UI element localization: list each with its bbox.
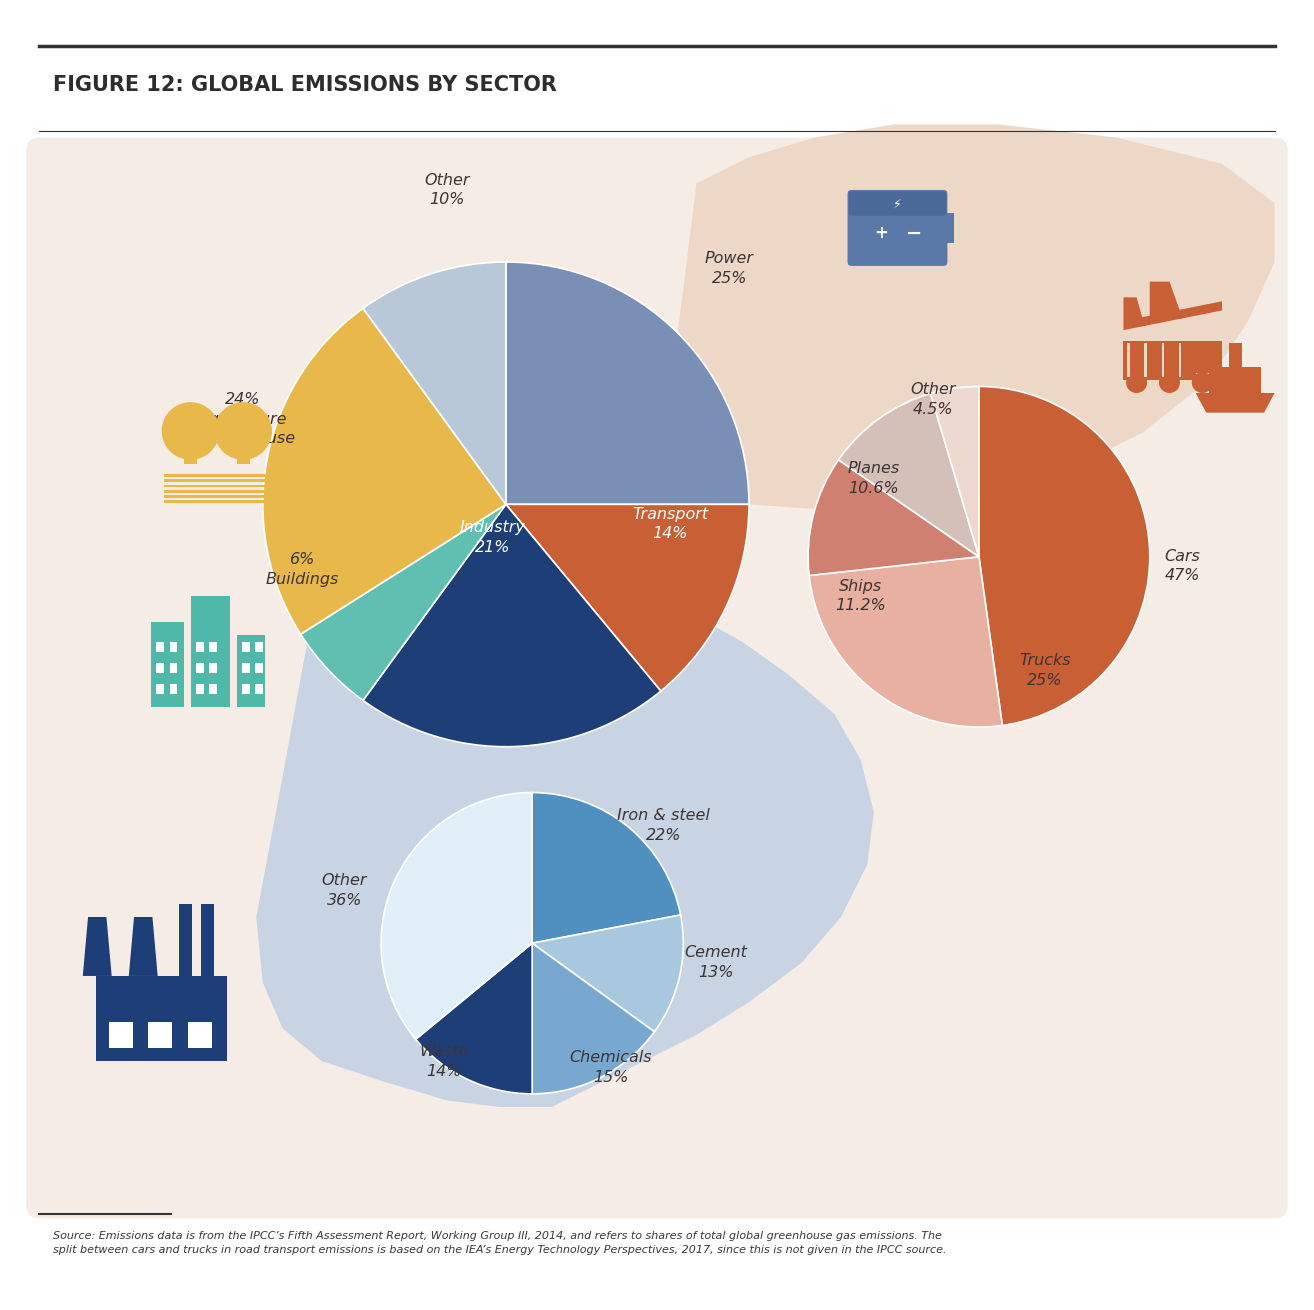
Bar bbox=[1144, 343, 1147, 377]
Bar bbox=[188, 1022, 212, 1048]
Bar bbox=[242, 663, 250, 673]
Wedge shape bbox=[809, 557, 1003, 727]
Bar bbox=[209, 642, 217, 652]
Polygon shape bbox=[129, 917, 158, 976]
Text: Power
25%: Power 25% bbox=[704, 252, 754, 286]
Bar bbox=[1123, 341, 1196, 380]
Wedge shape bbox=[532, 943, 654, 1094]
Bar bbox=[237, 431, 250, 464]
Bar bbox=[164, 474, 269, 477]
Text: 24%
Agriculture
and land use: 24% Agriculture and land use bbox=[192, 392, 294, 447]
Bar bbox=[164, 490, 269, 493]
Polygon shape bbox=[83, 917, 112, 976]
Text: Chemicals
15%: Chemicals 15% bbox=[570, 1051, 652, 1085]
Text: Industry
21%: Industry 21% bbox=[460, 520, 526, 554]
Wedge shape bbox=[415, 943, 532, 1094]
Bar bbox=[170, 684, 177, 694]
Bar bbox=[164, 495, 269, 498]
Polygon shape bbox=[670, 124, 1275, 511]
Text: −: − bbox=[905, 224, 922, 242]
Wedge shape bbox=[263, 308, 506, 634]
FancyBboxPatch shape bbox=[849, 191, 946, 216]
Text: Other
10%: Other 10% bbox=[424, 173, 469, 207]
Circle shape bbox=[1126, 372, 1147, 393]
Bar bbox=[156, 642, 164, 652]
Polygon shape bbox=[1123, 297, 1143, 321]
Bar bbox=[179, 904, 192, 976]
Bar bbox=[170, 663, 177, 673]
Bar bbox=[1127, 343, 1130, 377]
Bar bbox=[196, 663, 204, 673]
Wedge shape bbox=[532, 793, 681, 943]
Bar bbox=[255, 663, 263, 673]
Text: Cars
47%: Cars 47% bbox=[1164, 549, 1201, 583]
Bar bbox=[209, 663, 217, 673]
Wedge shape bbox=[363, 262, 506, 504]
Text: Trucks
25%: Trucks 25% bbox=[1018, 654, 1071, 688]
Text: 6%
Buildings: 6% Buildings bbox=[265, 553, 339, 587]
Wedge shape bbox=[363, 504, 661, 747]
Bar bbox=[184, 431, 197, 464]
Text: Other
36%: Other 36% bbox=[322, 874, 367, 908]
Bar bbox=[1209, 367, 1261, 393]
Bar bbox=[151, 622, 184, 707]
Bar bbox=[209, 684, 217, 694]
Bar bbox=[1196, 341, 1222, 373]
Wedge shape bbox=[979, 386, 1150, 726]
FancyBboxPatch shape bbox=[26, 138, 1288, 1218]
Wedge shape bbox=[506, 262, 749, 504]
Bar bbox=[156, 684, 164, 694]
Wedge shape bbox=[381, 793, 532, 1039]
Bar bbox=[1162, 343, 1164, 377]
Bar bbox=[96, 976, 227, 1061]
Polygon shape bbox=[1196, 393, 1275, 413]
Polygon shape bbox=[1123, 301, 1222, 330]
Text: Transport
14%: Transport 14% bbox=[632, 507, 708, 541]
Bar bbox=[196, 642, 204, 652]
Text: Source: Emissions data is from the IPCC’s Fifth Assessment Report, Working Group: Source: Emissions data is from the IPCC’… bbox=[53, 1231, 946, 1255]
Bar bbox=[1229, 343, 1242, 367]
Bar bbox=[156, 663, 164, 673]
Text: Planes
10.6%: Planes 10.6% bbox=[848, 461, 900, 495]
Bar bbox=[255, 684, 263, 694]
Text: Other
4.5%: Other 4.5% bbox=[911, 383, 955, 417]
Bar bbox=[255, 642, 263, 652]
Text: Iron & steel
22%: Iron & steel 22% bbox=[618, 808, 710, 842]
Circle shape bbox=[162, 402, 219, 460]
Circle shape bbox=[1159, 372, 1180, 393]
Bar bbox=[242, 684, 250, 694]
Text: Cement
13%: Cement 13% bbox=[685, 946, 748, 980]
Polygon shape bbox=[1150, 282, 1183, 318]
Bar bbox=[164, 485, 269, 487]
Wedge shape bbox=[506, 504, 749, 692]
Wedge shape bbox=[930, 386, 979, 557]
Circle shape bbox=[1192, 372, 1213, 393]
Bar bbox=[191, 596, 230, 707]
Polygon shape bbox=[256, 557, 874, 1107]
Bar bbox=[943, 214, 954, 242]
Text: ⚡: ⚡ bbox=[894, 198, 901, 211]
Bar bbox=[148, 1022, 172, 1048]
Bar bbox=[164, 500, 269, 503]
Wedge shape bbox=[301, 504, 506, 701]
Bar bbox=[170, 642, 177, 652]
Text: FIGURE 12: GLOBAL EMISSIONS BY SECTOR: FIGURE 12: GLOBAL EMISSIONS BY SECTOR bbox=[53, 75, 556, 96]
Text: Waste
14%: Waste 14% bbox=[419, 1044, 469, 1078]
Bar bbox=[201, 904, 214, 976]
Circle shape bbox=[214, 402, 272, 460]
Wedge shape bbox=[808, 460, 979, 575]
Bar bbox=[242, 642, 250, 652]
Bar bbox=[196, 684, 204, 694]
FancyBboxPatch shape bbox=[848, 190, 947, 266]
Bar bbox=[1179, 343, 1181, 377]
Text: +: + bbox=[874, 224, 888, 242]
Text: Ships
11.2%: Ships 11.2% bbox=[836, 579, 886, 613]
Bar bbox=[109, 1022, 133, 1048]
Bar bbox=[237, 635, 265, 707]
Wedge shape bbox=[532, 914, 683, 1032]
Bar bbox=[164, 479, 269, 482]
Wedge shape bbox=[838, 393, 979, 557]
